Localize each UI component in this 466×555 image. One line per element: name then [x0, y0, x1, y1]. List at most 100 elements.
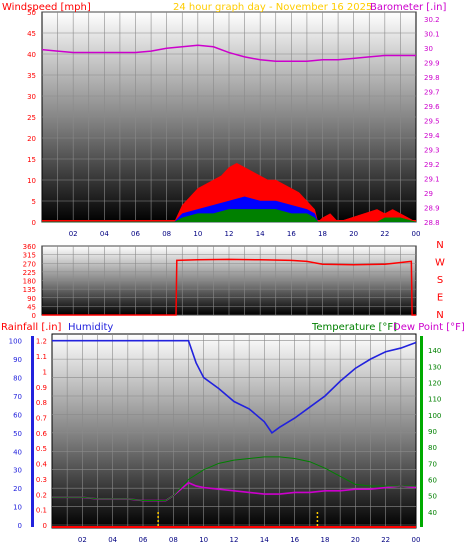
temperature-tick-label: 130 [428, 363, 441, 371]
direction-tick-label: 225 [23, 269, 36, 277]
windspeed-tick-label: 35 [27, 72, 36, 80]
time-tick-label: 08 [169, 536, 178, 544]
windspeed-tick-label: 0 [32, 219, 36, 227]
direction-tick-label: 315 [23, 252, 36, 260]
time-tick-label: 14 [256, 230, 265, 238]
compass-label: N [436, 240, 443, 251]
direction-tick-label: 180 [23, 278, 36, 286]
windspeed-tick-label: 50 [27, 9, 36, 17]
barometer-tick-label: 29 [424, 190, 433, 198]
humidity-axis-label: Humidity [68, 322, 113, 333]
barometer-tick-label: 29.8 [424, 74, 440, 82]
direction-tick-label: 270 [23, 260, 36, 268]
windspeed-axis-label: Windspeed [mph] [2, 2, 91, 13]
wind-barometer-panel: 0 5 10 15 20 25 30 35 40 45 50 28.8 28.9 29 29.1 29.2 2… [2, 2, 446, 238]
humidity-axis-bar [31, 336, 34, 527]
rainfall-tick-label: 0.7 [36, 414, 47, 422]
barometer-tick-label: 29.5 [424, 118, 440, 126]
humidity-tick-label: 70 [13, 393, 22, 401]
compass-label: S [437, 275, 443, 286]
rainfall-tick-label: 0 [43, 522, 47, 530]
rainfall-tick-label: 0.2 [36, 491, 47, 499]
humidity-tick-label: 100 [9, 338, 22, 346]
rainfall-tick-label: 0.8 [36, 399, 47, 407]
temperature-tick-label: 40 [428, 509, 437, 517]
time-tick-label: 14 [260, 536, 269, 544]
windspeed-tick-label: 5 [32, 198, 36, 206]
direction-tick-label: 135 [23, 286, 36, 294]
time-tick-label: 04 [108, 536, 117, 544]
direction-tick-label: 45 [27, 303, 36, 311]
time-tick-label: 00 [412, 536, 421, 544]
rainfall-tick-label: 0.6 [36, 430, 48, 438]
windspeed-tick-label: 45 [27, 30, 36, 38]
time-tick-label: 00 [412, 230, 421, 238]
rainfall-tick-label: 0.5 [36, 445, 47, 453]
humidity-tick-label: 0 [18, 522, 22, 530]
time-tick-label: 16 [290, 536, 299, 544]
temperature-tick-label: 120 [428, 380, 441, 388]
time-tick-label: 10 [193, 230, 202, 238]
barometer-tick-label: 29.3 [424, 147, 440, 155]
direction-tick-label: 360 [23, 243, 36, 251]
barometer-tick-label: 29.2 [424, 161, 440, 169]
time-tick-label: 02 [69, 230, 78, 238]
windspeed-tick-label: 15 [27, 156, 36, 164]
humidity-tick-label: 20 [13, 485, 22, 493]
time-tick-label: 20 [349, 230, 358, 238]
direction-tick-label: 0 [32, 312, 36, 320]
rainfall-tick-label: 1.1 [36, 353, 47, 361]
time-tick-label: 04 [100, 230, 109, 238]
rainfall-tick-label: 0.1 [36, 507, 47, 515]
windspeed-tick-label: 20 [27, 135, 36, 143]
time-tick-label: 08 [162, 230, 171, 238]
time-tick-label: 10 [199, 536, 208, 544]
temperature-tick-label: 90 [428, 428, 437, 436]
wind-direction-line [42, 258, 416, 316]
temperature-axis-bar [420, 336, 423, 527]
temperature-axis-label: Temperature [°F] [311, 322, 397, 333]
temperature-tick-label: 110 [428, 396, 441, 404]
rainfall-tick-label: 0.9 [36, 384, 47, 392]
compass-label: E [437, 293, 443, 304]
barometer-tick-label: 30.1 [424, 31, 440, 39]
barometer-tick-label: 28.9 [424, 205, 440, 213]
time-tick-label: 22 [381, 536, 390, 544]
barometer-tick-label: 30 [424, 45, 433, 53]
humidity-tick-label: 40 [13, 448, 22, 456]
windspeed-tick-label: 30 [27, 93, 36, 101]
temperature-line [52, 456, 416, 502]
time-tick-label: 06 [139, 536, 148, 544]
barometer-tick-label: 29.7 [424, 89, 440, 97]
time-tick-label: 06 [131, 230, 140, 238]
temperature-tick-label: 50 [428, 493, 437, 501]
time-tick-label: 12 [230, 536, 239, 544]
humidity-tick-label: 10 [13, 504, 22, 512]
humidity-tick-label: 90 [13, 356, 22, 364]
windspeed-tick-label: 25 [27, 114, 36, 122]
barometer-axis-label: Barometer [.in] [370, 2, 446, 13]
windspeed-tick-label: 10 [27, 177, 36, 185]
barometer-tick-label: 29.1 [424, 176, 440, 184]
barometer-tick-label: 29.9 [424, 60, 440, 68]
barometer-tick-label: 28.8 [424, 219, 440, 227]
temperature-tick-label: 100 [428, 412, 441, 420]
temperature-tick-label: 140 [428, 347, 441, 355]
time-tick-label: 20 [351, 536, 360, 544]
time-tick-label: 18 [318, 230, 327, 238]
time-tick-label: 18 [321, 536, 330, 544]
barometer-line [41, 44, 416, 62]
rainfall-axis-label: Rainfall [.in] [1, 322, 62, 333]
barometer-tick-label: 29.6 [424, 103, 440, 111]
dewpoint-axis-label: Dew Point [°F] [393, 322, 465, 333]
compass-label: W [435, 258, 445, 269]
humidity-tick-label: 30 [13, 467, 22, 475]
compass-label: N [436, 310, 443, 321]
direction-tick-label: 90 [27, 295, 36, 303]
temperature-tick-label: 70 [428, 460, 437, 468]
humidity-line [52, 339, 417, 434]
humidity-tick-label: 80 [13, 375, 22, 383]
temperature-tick-label: 60 [428, 477, 437, 485]
